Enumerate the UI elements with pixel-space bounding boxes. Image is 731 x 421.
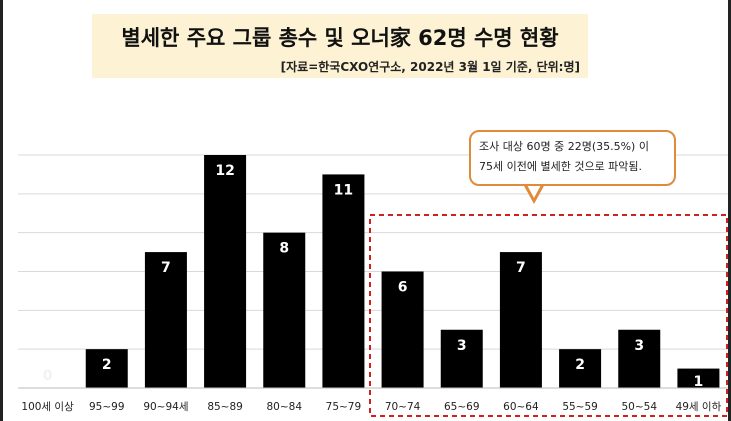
annotation-callout: 조사 대상 60명 중 22명(35.5%) 이 75세 이전에 별세한 것으로… — [469, 130, 676, 186]
bar-5 — [322, 174, 365, 388]
category-label-5: 75~79 — [326, 401, 362, 413]
value-label-9: 2 — [575, 357, 585, 373]
category-label-9: 55~59 — [562, 401, 598, 413]
category-label-7: 65~69 — [444, 401, 480, 413]
title-box: 별세한 주요 그룹 총수 및 오너家 62명 수명 현황 [자료=한국CXO연구… — [92, 14, 588, 78]
annotation-line-1: 조사 대상 60명 중 22명(35.5%) 이 — [479, 140, 649, 153]
value-label-11: 1 — [694, 374, 704, 390]
bar-10 — [618, 329, 661, 388]
value-label-4: 8 — [279, 241, 289, 257]
bar-4 — [263, 232, 306, 388]
value-label-0: 0 — [43, 368, 53, 384]
bar-9 — [559, 349, 602, 388]
chart-title: 별세한 주요 그룹 총수 및 오너家 62명 수명 현황 — [121, 26, 559, 50]
callout-tail-inner — [526, 183, 542, 198]
bar-11 — [677, 368, 720, 388]
bar-6 — [381, 271, 424, 388]
value-label-6: 6 — [398, 280, 408, 296]
category-label-6: 70~74 — [385, 401, 421, 413]
value-label-1: 2 — [102, 357, 112, 373]
category-label-4: 80~84 — [266, 401, 302, 413]
value-label-5: 11 — [334, 182, 353, 198]
category-label-11: 49세 이하 — [676, 400, 722, 413]
bar-7 — [440, 329, 483, 388]
bar-1 — [85, 349, 128, 388]
category-label-3: 85~89 — [207, 401, 243, 413]
bar-3 — [204, 155, 247, 388]
value-label-3: 12 — [215, 163, 234, 179]
category-label-10: 50~54 — [621, 401, 657, 413]
value-label-8: 7 — [516, 260, 526, 276]
chart-source: [자료=한국CXO연구소, 2022년 3월 1일 기준, 단위:명] — [280, 60, 580, 74]
value-label-2: 7 — [161, 260, 171, 276]
value-label-10: 3 — [634, 338, 644, 354]
bar-8 — [499, 252, 542, 388]
category-label-2: 90~94세 — [143, 401, 188, 413]
category-label-0: 100세 이상 — [21, 401, 74, 413]
annotation-line-2: 75세 이전에 별세한 것으로 파악됨. — [479, 160, 643, 173]
category-label-8: 60~64 — [503, 401, 539, 413]
value-label-7: 3 — [457, 338, 467, 354]
category-label-1: 95~99 — [89, 401, 125, 413]
bar-2 — [144, 252, 187, 388]
